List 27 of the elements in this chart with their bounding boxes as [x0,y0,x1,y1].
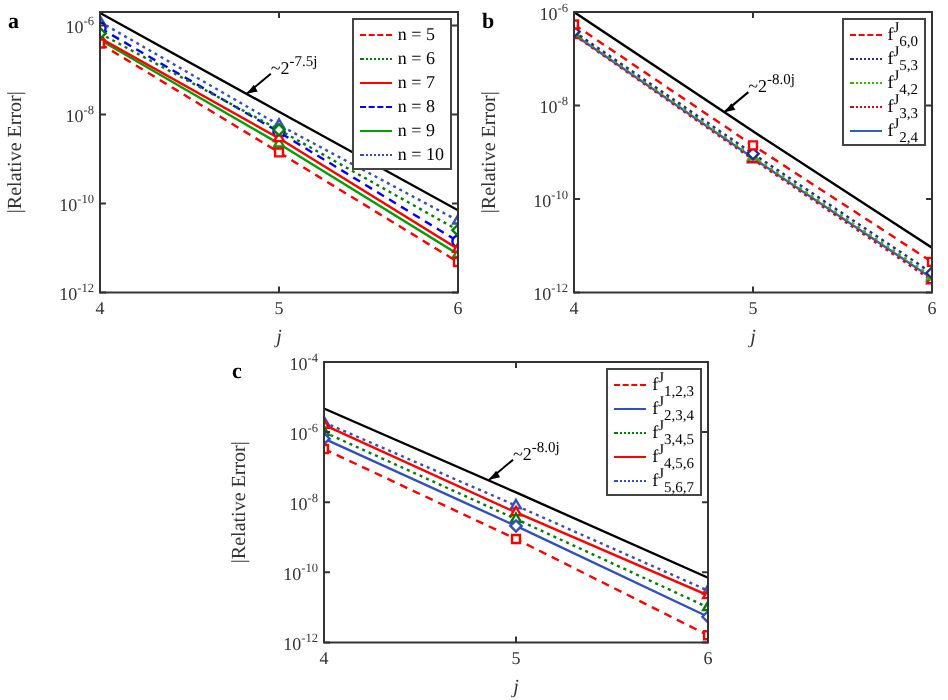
y-axis-title: |Relative Error| [5,91,28,214]
x-tick-label: 5 [511,647,522,668]
annotation: ~2$^{-8.0j}$ [748,68,796,99]
legend-label: n = 9 [397,120,435,140]
x-tick-label: 6 [927,297,938,318]
x-axis-title: j [746,327,757,350]
x-tick-label: 4 [95,297,106,318]
legend-label: n = 10 [397,144,444,164]
x-tick-label: 5 [748,297,759,318]
y-axis-title: |Relative Error| [229,441,252,564]
x-tick-label: 5 [274,297,285,318]
chart-title: b [482,10,495,34]
legend-label: n = 6 [397,48,435,68]
annotation: ~2$^{-8.0j}$ [513,435,560,466]
chart-title: c [232,360,242,384]
legend-label: n = 5 [397,24,435,44]
x-tick-label: 4 [319,647,330,668]
legend-label: n = 8 [397,96,435,116]
x-axis-title: j [272,327,283,350]
legend-label: n = 7 [397,72,435,92]
x-tick-label: 6 [453,297,464,318]
x-tick-label: 4 [569,297,580,318]
chart-title: a [8,10,20,34]
annotation: ~2$^{-7.5j}$ [270,49,318,80]
x-axis-title: j [509,677,520,700]
y-axis-title: |Relative Error| [479,91,502,214]
x-tick-label: 6 [703,647,714,668]
